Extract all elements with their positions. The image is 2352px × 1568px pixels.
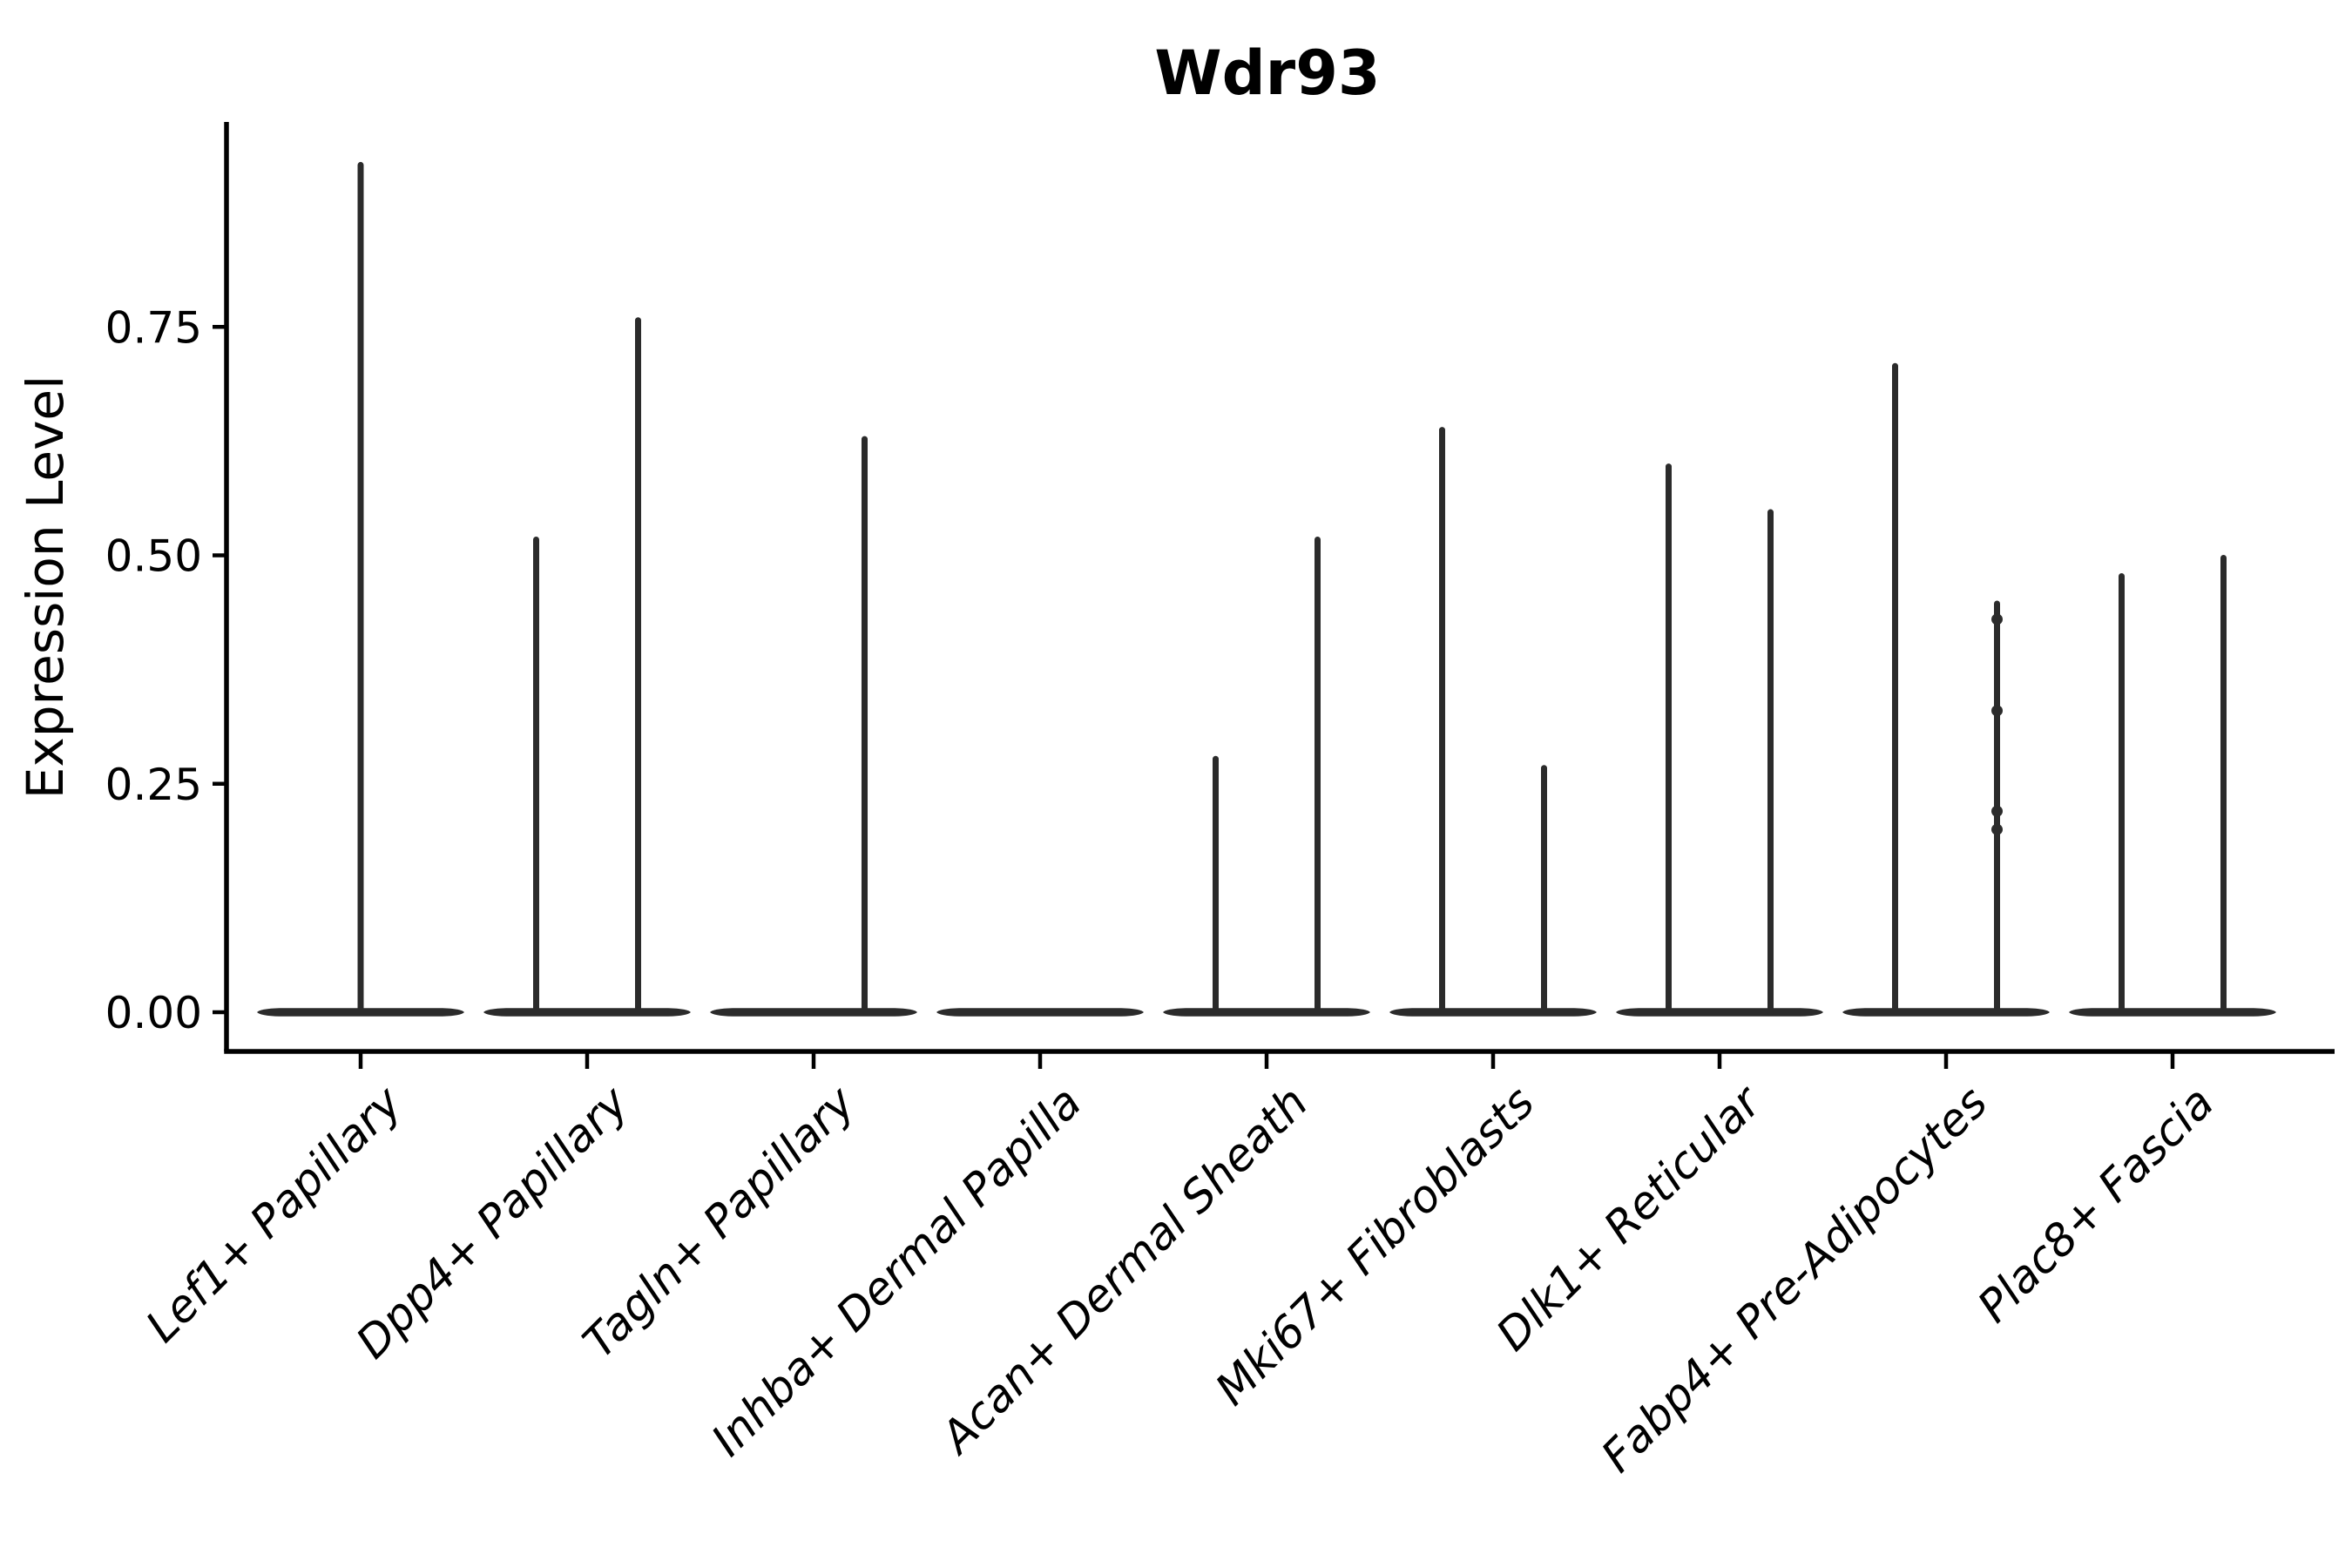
- y-tick-label: 0.25: [105, 760, 202, 810]
- violin-base: [2069, 1008, 2276, 1017]
- expression-point: [1991, 805, 2003, 817]
- violin-base: [483, 1008, 691, 1017]
- x-category-label: Acan+ Dermal Sheath: [930, 1077, 1318, 1464]
- y-tick-label: 0.00: [105, 988, 202, 1038]
- violin-base: [936, 1008, 1144, 1017]
- y-axis-label: Expression Level: [16, 375, 75, 799]
- violin-base: [1616, 1008, 1823, 1017]
- expression-point: [1991, 613, 2003, 625]
- expression-point: [1991, 705, 2003, 717]
- violin-base: [1163, 1008, 1370, 1017]
- violin-base: [1389, 1008, 1597, 1017]
- x-category-label: Plac8+ Fascia: [1969, 1077, 2225, 1333]
- y-tick-label: 0.50: [105, 531, 202, 582]
- expression-point: [1991, 823, 2003, 835]
- y-tick-label: 0.75: [105, 302, 202, 353]
- x-category-label: Fabp4+ Pre-Adipocytes: [1592, 1077, 1998, 1483]
- x-category-label: Inhba+ Dermal Papilla: [702, 1077, 1092, 1466]
- violin-base: [1842, 1008, 2050, 1017]
- chart-title: Wdr93: [1154, 37, 1380, 109]
- violin-base: [710, 1008, 917, 1017]
